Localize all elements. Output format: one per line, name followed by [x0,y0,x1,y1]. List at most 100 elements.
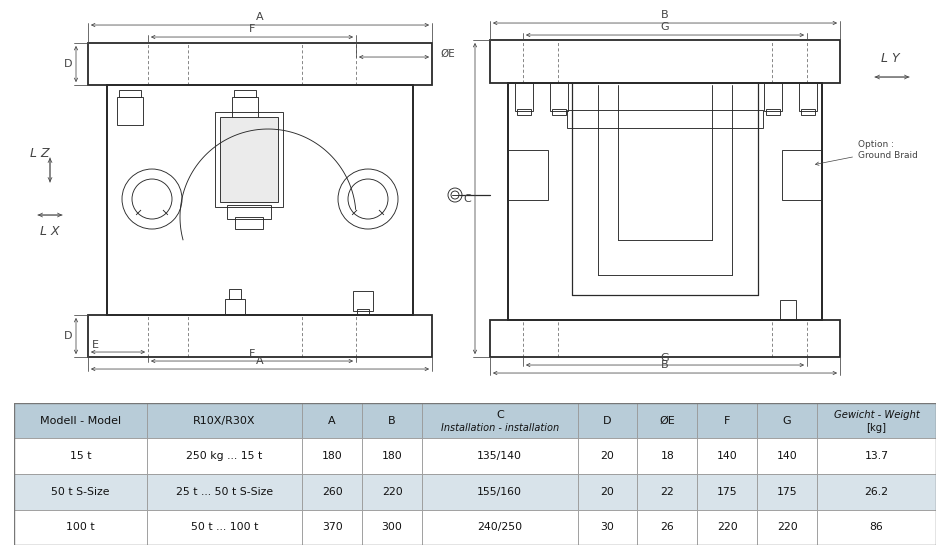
Text: 140: 140 [777,451,798,461]
Bar [817,474,936,510]
Bar [302,474,362,510]
Text: A: A [256,12,264,22]
Bar [362,474,422,510]
Text: 180: 180 [382,451,403,461]
Bar [550,83,568,111]
Bar [517,109,531,115]
Text: G: G [660,22,670,32]
Text: 220: 220 [717,522,737,533]
Bar [508,150,548,200]
Bar [817,403,936,438]
Text: 240/250: 240/250 [477,522,522,533]
Text: 175: 175 [717,487,737,497]
Text: 100 t: 100 t [66,522,95,533]
Bar [107,85,413,315]
Bar [764,83,782,111]
Text: 13.7: 13.7 [864,451,888,461]
Text: R10X/R30X: R10X/R30X [193,415,256,426]
Bar [229,289,241,299]
Bar [817,438,936,474]
Bar [637,510,697,545]
Bar [422,403,578,438]
Bar [220,117,278,202]
Text: 155/160: 155/160 [477,487,522,497]
Text: L Y: L Y [881,52,900,65]
Text: 370: 370 [322,522,343,533]
Bar [552,109,566,115]
Bar [637,403,697,438]
Text: 175: 175 [777,487,797,497]
Text: ØE: ØE [659,415,675,426]
Bar [780,300,796,320]
Bar [14,510,146,545]
Bar [578,403,637,438]
Text: D: D [64,59,72,69]
Bar [232,97,258,125]
Bar [302,403,362,438]
Text: L Z: L Z [30,147,49,160]
Bar [235,217,263,229]
Text: F: F [724,415,731,426]
Text: [kg]: [kg] [866,424,886,433]
Text: A: A [256,356,264,366]
Text: 26: 26 [660,522,674,533]
Bar [422,474,578,510]
Text: 50 t S-Size: 50 t S-Size [51,487,110,497]
Bar [227,205,271,219]
Bar [357,309,369,315]
Bar [88,43,432,85]
Bar [817,510,936,545]
Bar [422,438,578,474]
Text: 25 t ... 50 t S-Size: 25 t ... 50 t S-Size [176,487,273,497]
Bar [146,510,302,545]
Bar [515,83,533,111]
Text: L X: L X [40,225,60,238]
Bar [697,510,757,545]
Text: C: C [464,193,471,203]
Bar [490,320,840,357]
Text: 140: 140 [717,451,737,461]
Bar [362,438,422,474]
Text: 18: 18 [660,451,674,461]
Bar [146,438,302,474]
Text: A: A [329,415,336,426]
Text: D: D [64,331,72,341]
Text: 220: 220 [382,487,403,497]
Bar [757,403,817,438]
Bar [14,403,146,438]
Text: F: F [249,24,256,34]
Text: G: G [783,415,791,426]
Bar [302,438,362,474]
Text: 20: 20 [600,451,615,461]
Bar [234,90,256,97]
Bar [490,40,840,83]
Bar [578,474,637,510]
Text: F: F [249,349,256,359]
Bar [88,315,432,357]
Bar [766,109,780,115]
Text: Option :
Ground Braid: Option : Ground Braid [815,140,918,165]
Bar [801,109,815,115]
Bar [757,510,817,545]
Text: Modell - Model: Modell - Model [40,415,121,426]
Text: Gewicht - Weight: Gewicht - Weight [833,410,920,420]
Text: 15 t: 15 t [69,451,91,461]
Text: 300: 300 [382,522,403,533]
Bar [637,438,697,474]
Text: B: B [661,360,669,370]
Text: ØE: ØE [440,49,455,59]
Text: D: D [603,415,612,426]
Text: B: B [661,10,669,20]
Bar [697,474,757,510]
Text: G: G [660,353,670,363]
Text: Installation - installation: Installation - installation [441,424,559,433]
Text: B: B [389,415,396,426]
Bar [302,510,362,545]
Bar [799,83,817,111]
Bar [119,90,141,97]
Bar [637,474,697,510]
Bar [146,474,302,510]
Bar [757,474,817,510]
Bar [757,438,817,474]
Bar [422,510,578,545]
